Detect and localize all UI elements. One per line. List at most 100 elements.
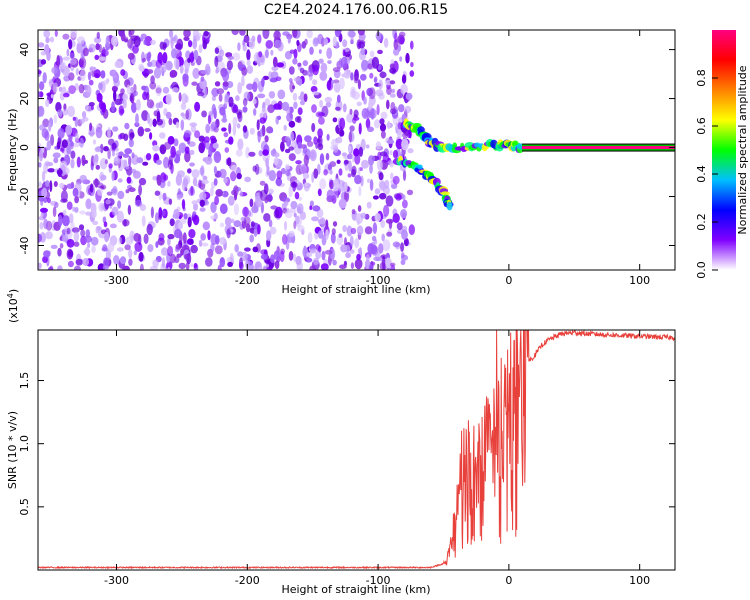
noise-blob: [51, 66, 58, 74]
noise-blob: [329, 169, 333, 175]
noise-blob: [273, 209, 280, 219]
noise-blob: [265, 259, 272, 265]
noise-blob: [286, 112, 294, 123]
noise-blob: [400, 242, 405, 253]
noise-blob: [361, 59, 369, 71]
noise-blob: [251, 35, 256, 43]
noise-blob: [168, 198, 173, 205]
noise-blob: [111, 142, 117, 150]
noise-blob: [228, 96, 234, 108]
snr-series-line: [38, 330, 675, 570]
noise-blob: [123, 218, 127, 227]
noise-blob: [40, 198, 44, 207]
noise-blob: [122, 99, 127, 109]
noise-blob: [288, 251, 294, 261]
noise-blob: [199, 78, 208, 90]
noise-blob: [381, 233, 386, 242]
noise-blob: [402, 199, 408, 209]
noise-blob: [364, 226, 373, 235]
noise-blob: [139, 203, 147, 212]
noise-blob: [262, 30, 270, 39]
noise-blob: [142, 91, 148, 101]
noise-blob: [79, 118, 85, 124]
noise-blob: [266, 230, 272, 242]
noise-blob: [257, 93, 266, 99]
noise-blob: [68, 213, 74, 224]
noise-blob: [70, 150, 76, 159]
noise-blob: [312, 64, 319, 76]
noise-blob: [178, 262, 186, 270]
noise-blob: [372, 195, 379, 200]
noise-blob: [318, 58, 324, 64]
noise-blob: [41, 170, 46, 182]
noise-blob: [128, 187, 136, 193]
noise-blob: [300, 100, 305, 106]
noise-blob: [111, 101, 115, 113]
noise-blob: [152, 118, 157, 128]
noise-blob: [277, 115, 282, 121]
noise-blob: [159, 65, 164, 73]
spectrogram-y-tick-label: 20: [18, 92, 31, 106]
snr-scale-factor: (x104): [6, 289, 20, 323]
noise-blob: [176, 194, 182, 201]
noise-blob: [274, 39, 282, 49]
snr-x-tick-label: -300: [104, 574, 129, 587]
noise-blob: [292, 30, 298, 38]
noise-blob: [293, 77, 300, 82]
noise-blob: [40, 212, 44, 219]
noise-blob: [190, 125, 197, 133]
noise-blob: [235, 149, 243, 157]
noise-blob: [183, 30, 191, 38]
noise-blob: [245, 146, 250, 159]
noise-blob: [158, 214, 163, 220]
noise-blob: [139, 263, 144, 270]
noise-blob: [312, 37, 319, 47]
noise-blob: [219, 203, 228, 215]
noise-blob: [172, 87, 179, 93]
noise-blob: [402, 169, 407, 181]
noise-blob: [320, 62, 328, 73]
noise-blob: [62, 56, 70, 61]
noise-blob: [344, 244, 351, 253]
noise-blob: [379, 262, 386, 270]
noise-blob: [118, 134, 123, 140]
noise-blob: [82, 47, 89, 57]
noise-blob: [223, 132, 229, 138]
noise-blob: [361, 108, 369, 119]
noise-blob: [380, 111, 388, 120]
noise-blob: [219, 257, 226, 268]
noise-blob: [244, 176, 252, 183]
noise-blob: [155, 84, 162, 97]
noise-blob: [295, 160, 302, 165]
noise-blob: [333, 82, 341, 93]
noise-blob: [61, 139, 68, 149]
noise-blob: [163, 156, 170, 169]
noise-blob: [207, 114, 212, 125]
noise-blob: [190, 186, 194, 196]
noise-blob: [326, 133, 330, 141]
noise-blob: [111, 171, 115, 182]
noise-blob: [302, 172, 310, 180]
noise-blob: [45, 37, 50, 44]
noise-blob: [378, 172, 384, 181]
noise-blob: [99, 99, 104, 110]
noise-blob: [356, 253, 361, 261]
noise-blob: [49, 180, 53, 193]
noise-blob: [282, 234, 288, 245]
colorbar-tick-label: 0.8: [695, 69, 708, 87]
noise-blob: [393, 48, 400, 56]
noise-blob: [303, 154, 309, 166]
noise-blob: [54, 202, 59, 208]
noise-blob: [386, 139, 395, 144]
spectrogram-frame: [37, 29, 676, 271]
noise-blob: [226, 60, 233, 71]
noise-blob: [71, 227, 80, 233]
noise-blob: [270, 49, 274, 56]
noise-blob: [319, 217, 326, 227]
noise-blob: [326, 47, 333, 60]
noise-blob: [190, 238, 194, 245]
snr-x-tick-label: -100: [366, 574, 391, 587]
noise-blob: [251, 205, 259, 214]
noise-blob: [138, 177, 147, 186]
noise-blob: [221, 127, 227, 132]
